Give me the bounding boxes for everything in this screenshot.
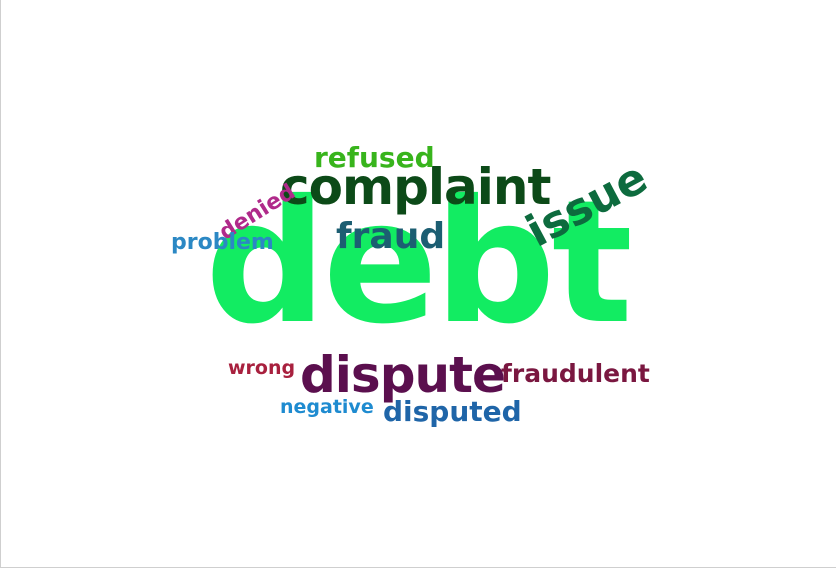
word-fraudulent: fraudulent [501,359,650,388]
word-dispute: dispute [300,346,506,404]
word-problem: problem [171,230,274,255]
word-debt: debt [205,164,633,362]
word-refused: refused [314,141,435,174]
word-negative: negative [280,396,374,418]
word-disputed: disputed [383,395,522,428]
word-complaint: complaint [280,158,551,216]
word-fraud: fraud [336,216,446,257]
word-wrong: wrong [228,357,296,379]
